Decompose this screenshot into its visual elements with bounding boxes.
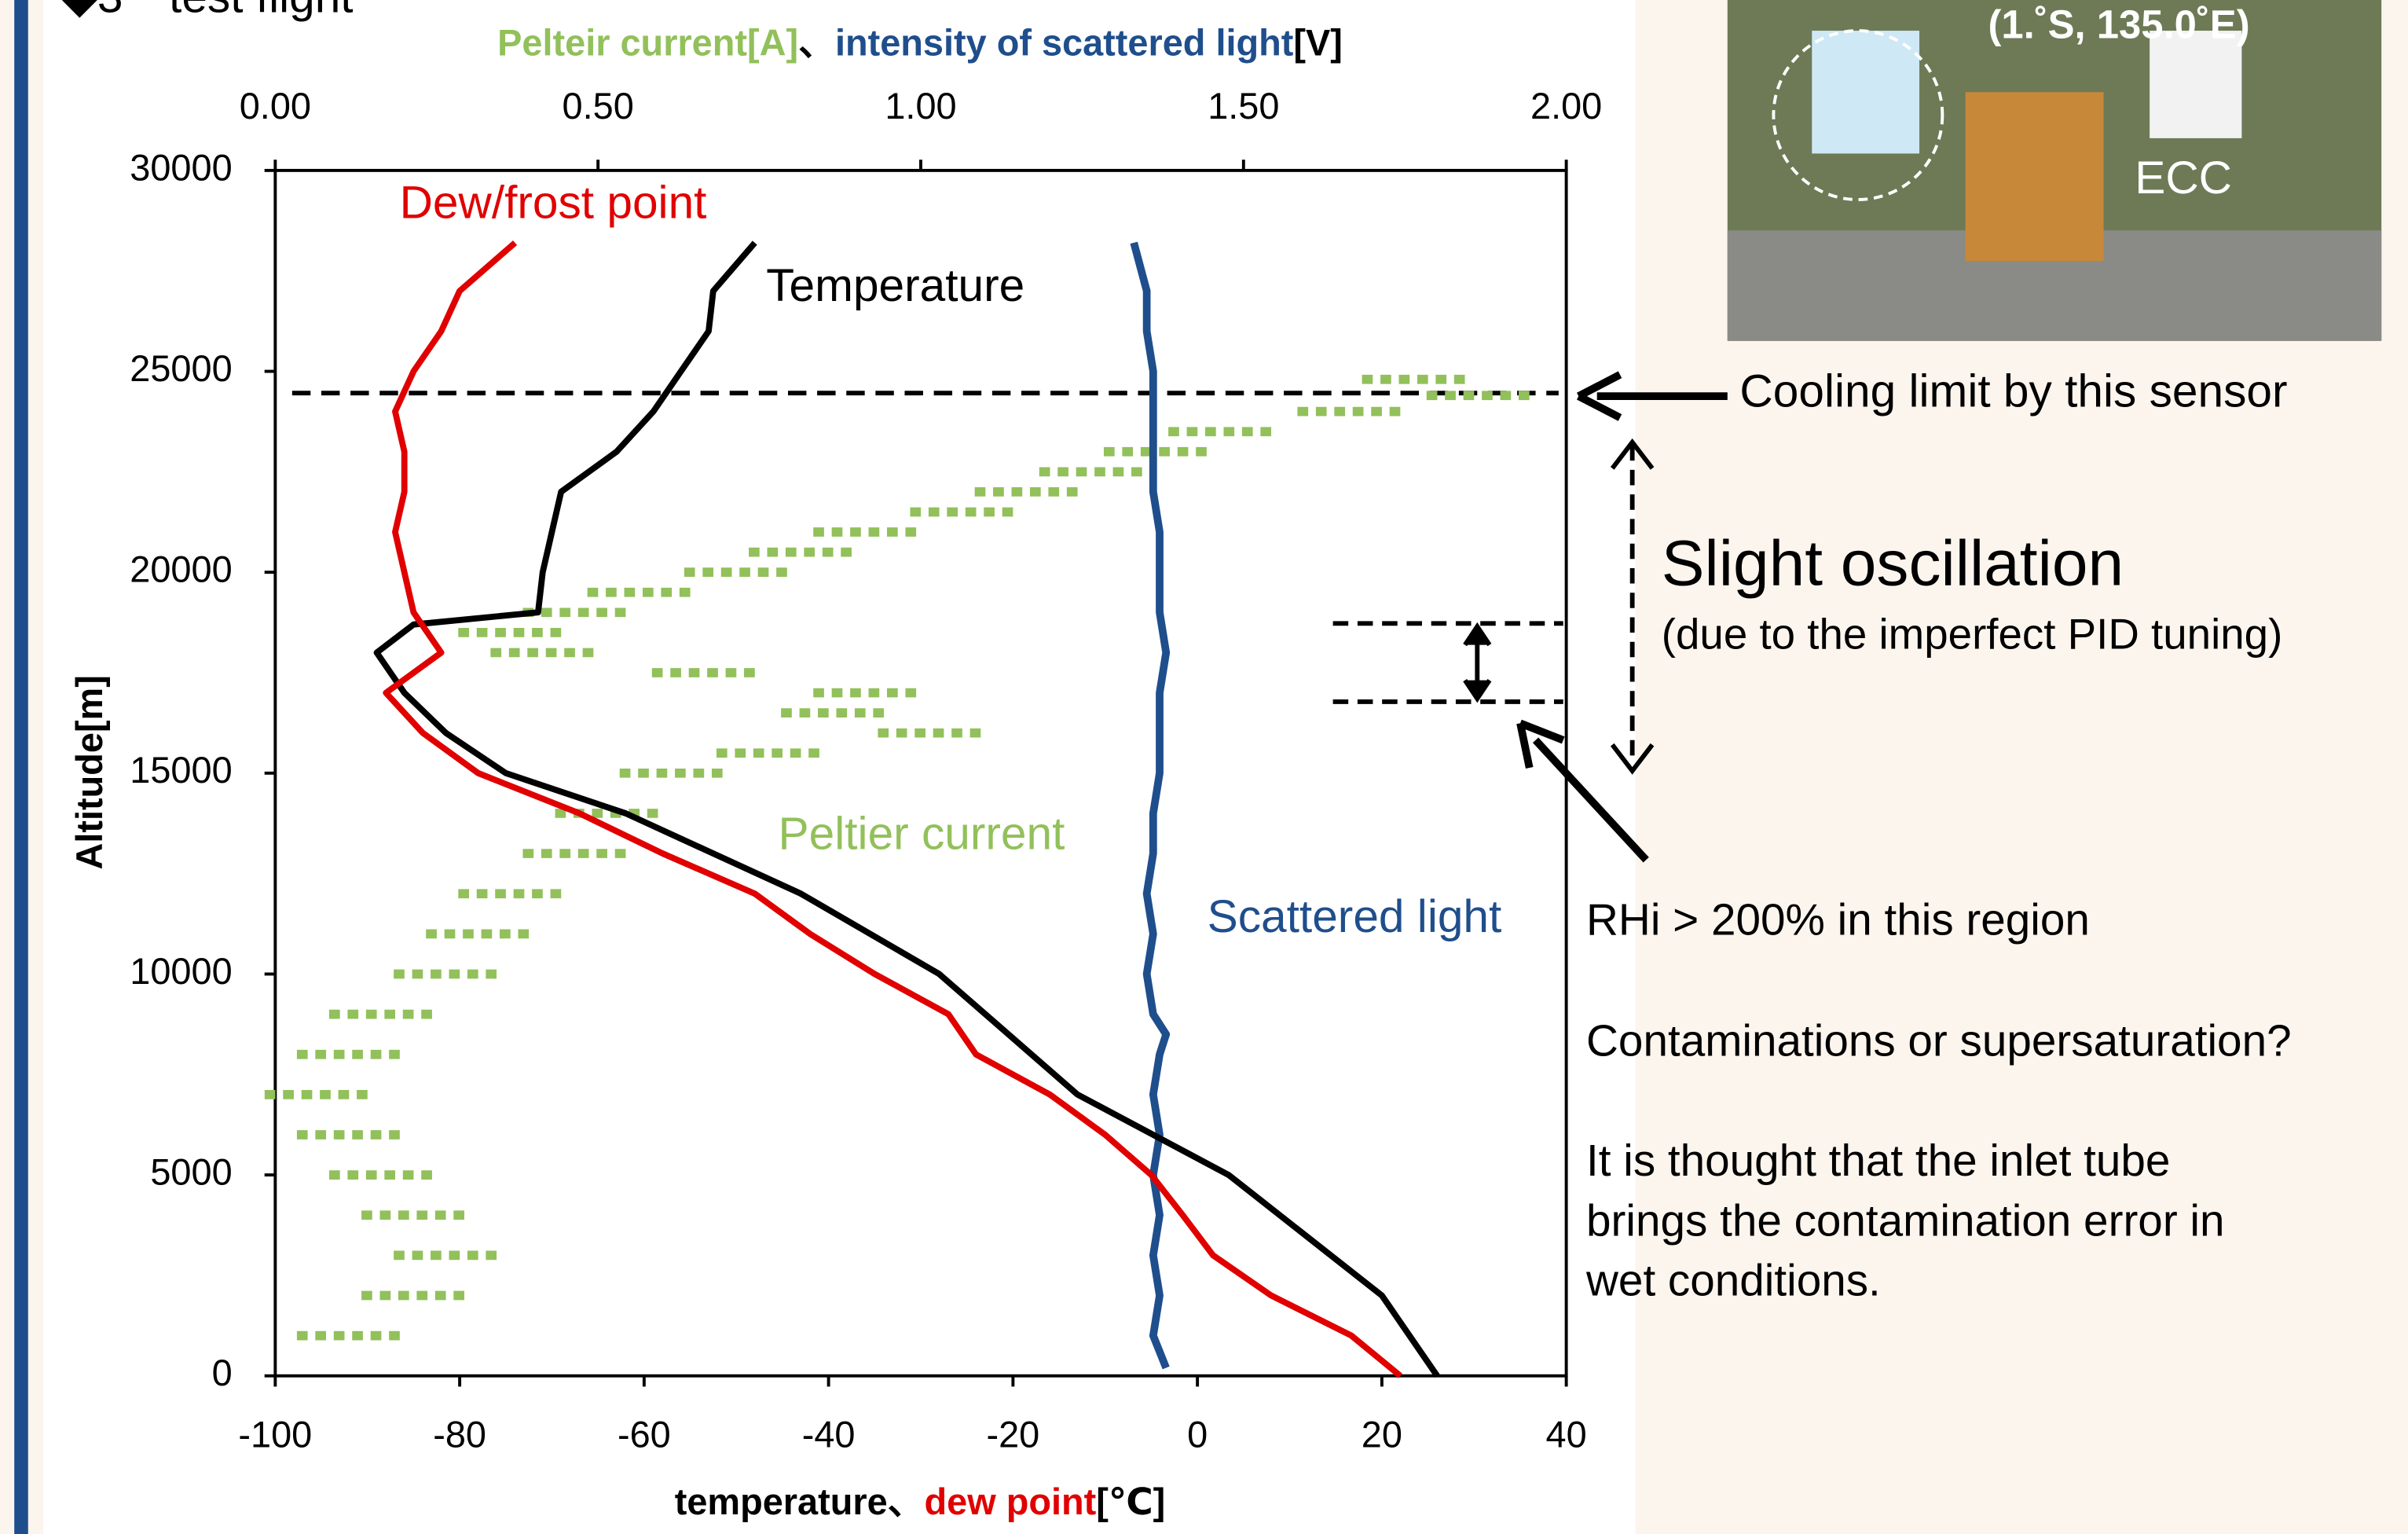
x2-axis-label-part: 、	[798, 23, 835, 64]
annotation: (due to the imperfect PID tuning)	[1662, 609, 2283, 658]
annotation: brings the contamination error in	[1586, 1196, 2224, 1246]
y-tick-label: 30000	[130, 147, 232, 188]
series-label: Dew/frost point	[400, 177, 707, 228]
series-label: Peltier current	[779, 808, 1065, 859]
x-axis-label: temperature、dew point[℃]	[675, 1481, 1166, 1522]
slide-bar	[14, 0, 28, 1534]
y-tick-label: 5000	[150, 1151, 232, 1192]
chart: ◆3 test flight (1.˚S, 135.0˚E) ECC 0 5000…	[0, 0, 2408, 1534]
photo-label: ECC	[2135, 152, 2232, 204]
x2-tick-label: 2.00	[1530, 86, 1602, 127]
x2-axis-label: Pelteir current[A]、intensity of scattere…	[497, 23, 1343, 64]
y-tick-label: 20000	[130, 549, 232, 590]
slide-title: ◆3 test flight	[62, 0, 354, 22]
x2-tick-label: 1.00	[885, 86, 956, 127]
x-tick-label: -40	[802, 1414, 856, 1455]
x-tick-label: 40	[1546, 1414, 1587, 1455]
x2-tick-label: 0.50	[563, 86, 634, 127]
x-tick-label: -80	[433, 1414, 486, 1455]
y-axis-label: Altitude[m]	[69, 675, 110, 869]
y-tick-label: 10000	[130, 951, 232, 992]
x2-tick-label: 1.50	[1208, 86, 1279, 127]
page: {"chart_data": { "type": "line", "title"…	[0, 0, 2408, 1534]
annotation: It is thought that the inlet tube	[1586, 1136, 2170, 1186]
x-axis-label-part: [℃]	[1096, 1481, 1165, 1522]
plot-panel	[43, 0, 1635, 1534]
annotation: Slight oscillation	[1662, 528, 2124, 600]
y-tick-label: 0	[212, 1352, 233, 1393]
photo-coordinates: (1.˚S, 135.0˚E)	[1988, 2, 2249, 47]
annotation: Contaminations or supersaturation?	[1586, 1017, 2292, 1066]
y-tick-label: 15000	[130, 750, 232, 791]
x-tick-label: -60	[618, 1414, 671, 1455]
series-label: Temperature	[766, 260, 1024, 311]
x-tick-label: 0	[1187, 1414, 1208, 1455]
photo: (1.˚S, 135.0˚E) ECC	[1728, 0, 2381, 341]
y-tick-label: 25000	[130, 348, 232, 389]
annotation: wet conditions.	[1585, 1256, 1881, 1305]
x-tick-label: -100	[238, 1414, 312, 1455]
annotation: Cooling limit by this sensor	[1739, 366, 2287, 417]
x-axis-label-part: temperature、	[675, 1481, 925, 1522]
x2-axis-label-part: intensity of scattered light	[835, 23, 1294, 64]
x2-axis-label-part: Pelteir current[A]	[497, 23, 798, 64]
annotation: RHi > 200% in this region	[1586, 895, 2090, 945]
photo-sensor	[1812, 31, 1919, 153]
photo-person	[1966, 92, 2104, 261]
series-label: Scattered light	[1208, 891, 1502, 942]
x2-axis-label-part: [V]	[1293, 23, 1343, 64]
x-tick-label: -20	[986, 1414, 1039, 1455]
x-axis-label-part: dew point	[925, 1481, 1097, 1522]
x2-tick-label: 0.00	[240, 86, 311, 127]
x-tick-label: 20	[1362, 1414, 1402, 1455]
